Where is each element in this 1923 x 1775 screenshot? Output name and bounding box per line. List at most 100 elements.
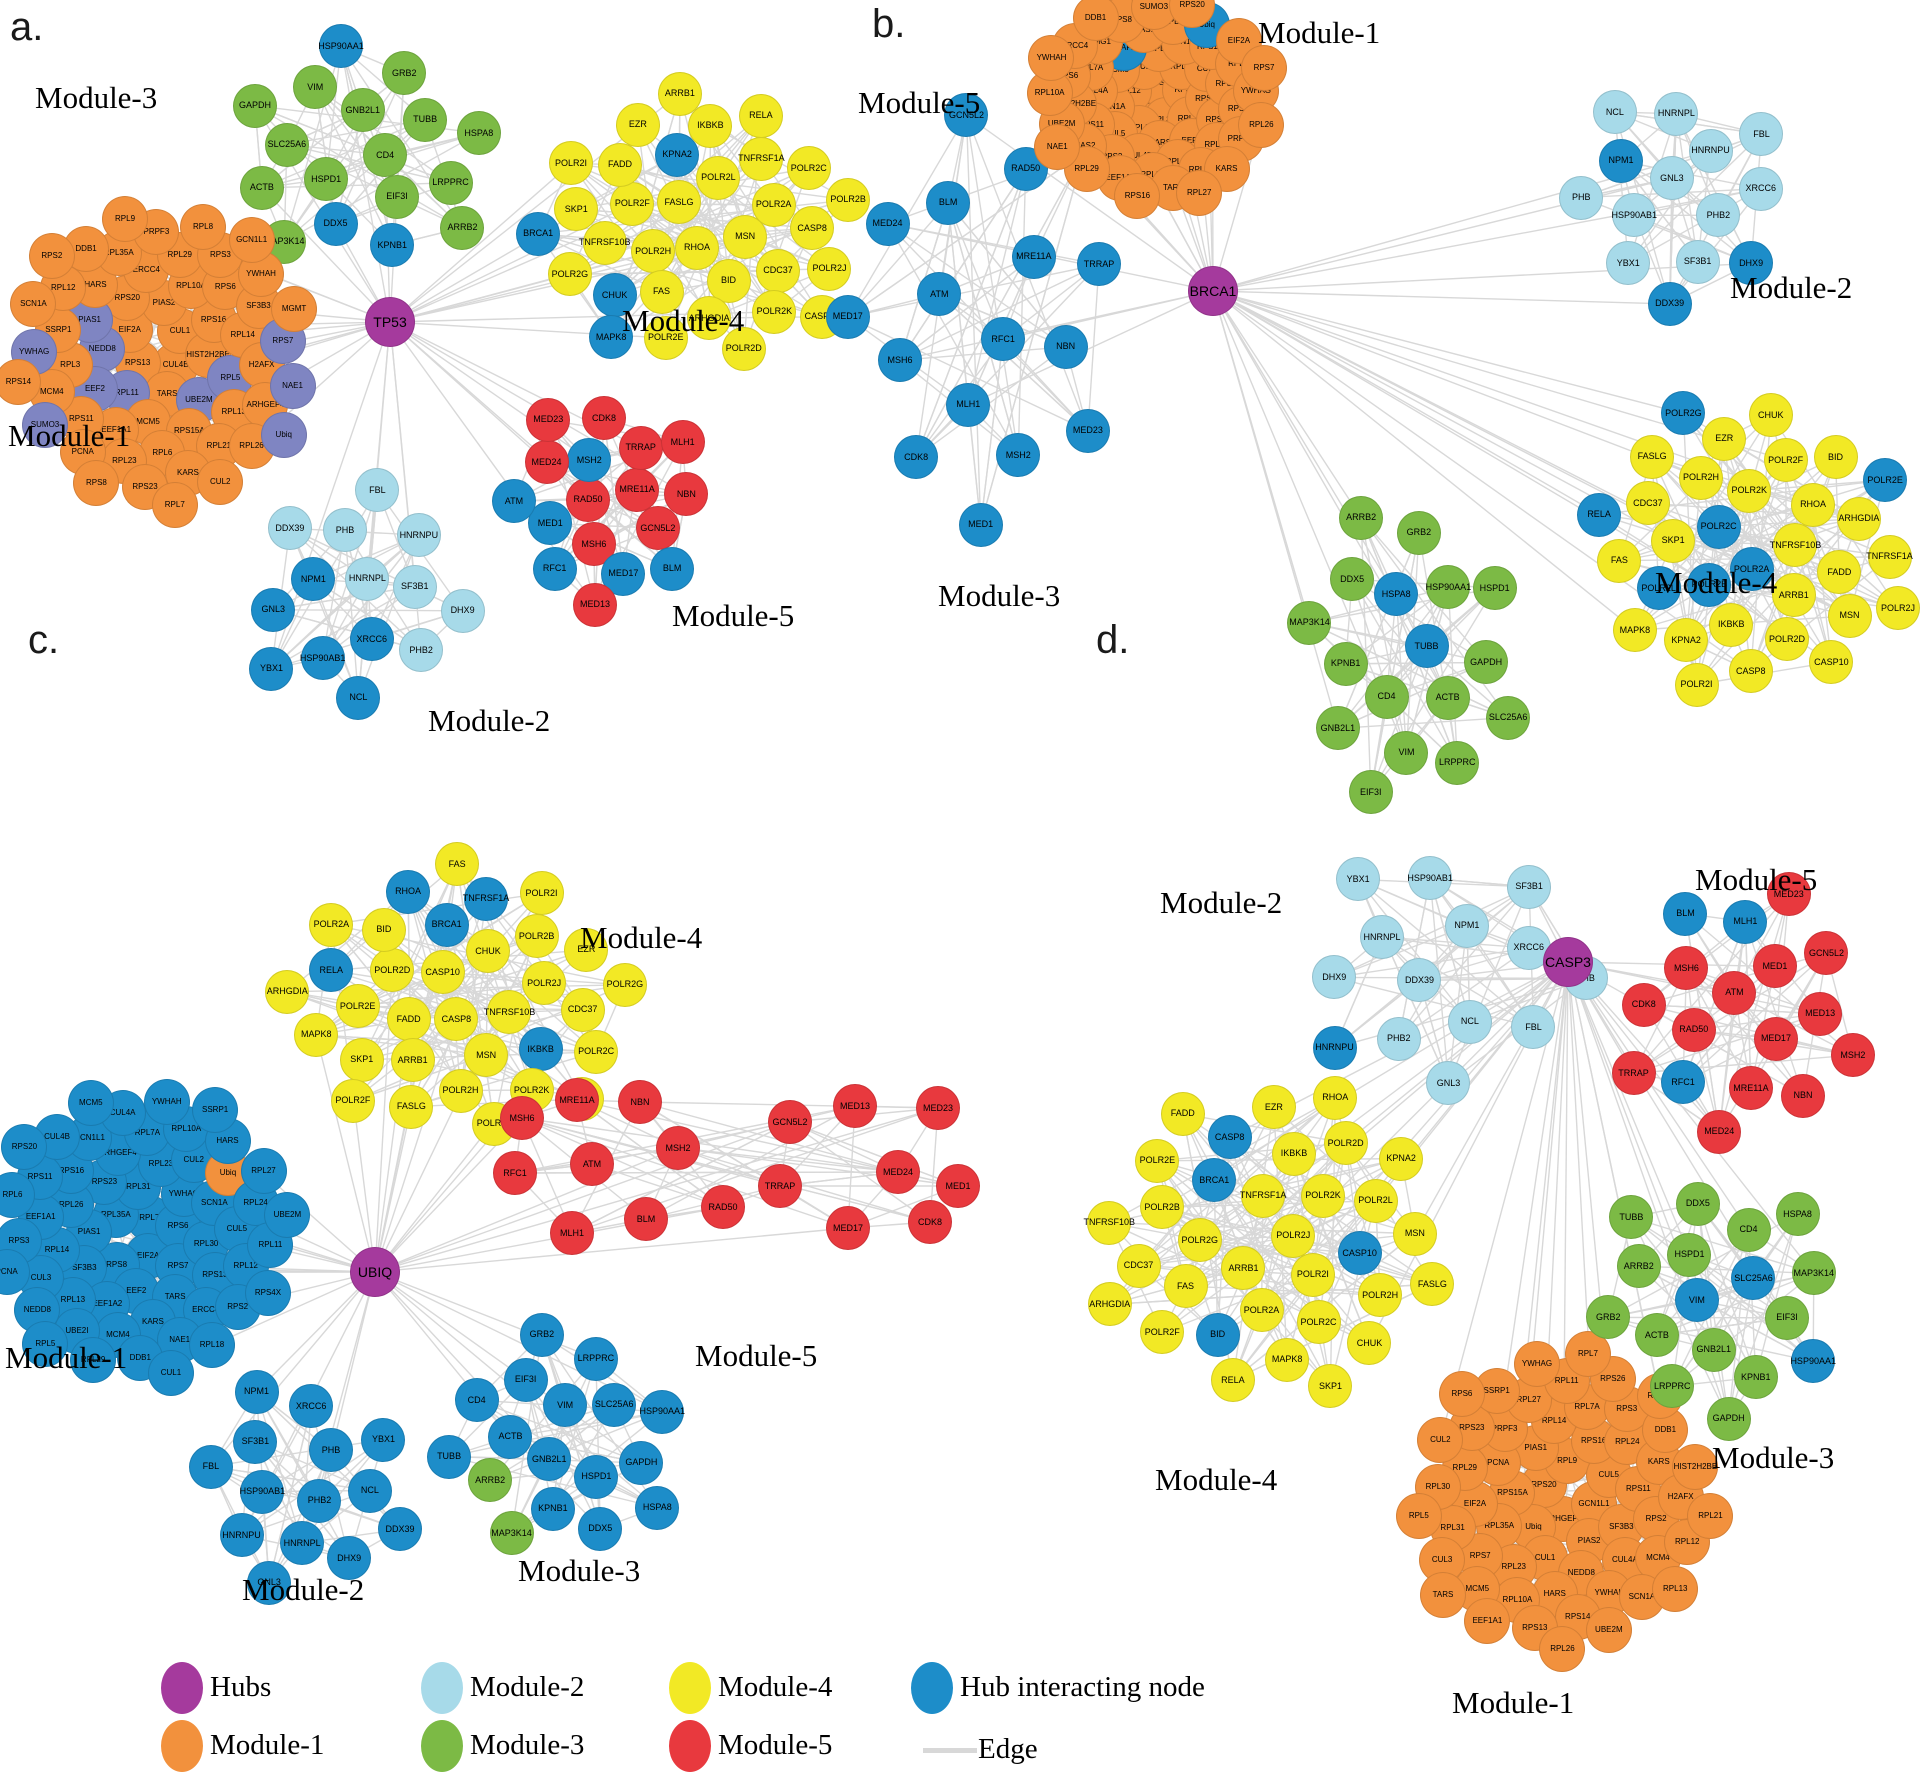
node-mapk8[interactable]: MAPK8 xyxy=(294,1012,339,1057)
node-atm[interactable]: ATM xyxy=(491,479,536,524)
node-hnrnpl[interactable]: HNRNPL xyxy=(1654,91,1699,136)
node-gapdh[interactable]: GAPDH xyxy=(232,83,277,128)
node-map3k14[interactable]: MAP3K14 xyxy=(489,1511,534,1556)
node-rpl5[interactable]: RPL5 xyxy=(22,1320,69,1367)
node-ubiq[interactable]: Ubiq xyxy=(260,411,307,458)
node-rpl5[interactable]: RPL5 xyxy=(1395,1492,1442,1539)
node-ezr[interactable]: EZR xyxy=(615,102,660,147)
node-hnrnpl[interactable]: HNRNPL xyxy=(1359,915,1404,960)
node-sf3b1[interactable]: SF3B1 xyxy=(1507,864,1552,909)
node-actb[interactable]: ACTB xyxy=(1634,1313,1679,1358)
node-lrpprc[interactable]: LRPPRC xyxy=(573,1336,618,1381)
node-arhgdia[interactable]: ARHGDIA xyxy=(1836,496,1881,541)
node-tubb[interactable]: TUBB xyxy=(1404,624,1449,669)
node-msh6[interactable]: MSH6 xyxy=(1664,946,1709,991)
node-cdk8[interactable]: CDK8 xyxy=(894,435,939,480)
node-vim[interactable]: VIM xyxy=(1384,730,1429,775)
hub-brca1[interactable]: BRCA1 xyxy=(1188,266,1238,316)
node-chuk[interactable]: CHUK xyxy=(466,929,511,974)
node-arrb2[interactable]: ARRB2 xyxy=(1339,495,1384,540)
node-mlh1[interactable]: MLH1 xyxy=(946,382,991,427)
node-rfc1[interactable]: RFC1 xyxy=(981,317,1026,362)
node-rad50[interactable]: RAD50 xyxy=(701,1185,745,1229)
node-lrpprc[interactable]: LRPPRC xyxy=(1435,740,1480,785)
node-dhx9[interactable]: DHX9 xyxy=(327,1536,372,1581)
node-polr2l[interactable]: POLR2L xyxy=(696,155,741,200)
node-cdk8[interactable]: CDK8 xyxy=(1621,982,1666,1027)
node-med24[interactable]: MED24 xyxy=(865,201,910,246)
node-xrcc6[interactable]: XRCC6 xyxy=(1738,166,1783,211)
node-polr2f[interactable]: POLR2F xyxy=(1140,1310,1185,1355)
node-brca1[interactable]: BRCA1 xyxy=(424,902,469,947)
node-kpnb1[interactable]: KPNB1 xyxy=(1733,1355,1778,1400)
node-polr2j[interactable]: POLR2J xyxy=(1876,586,1921,631)
node-ube2m[interactable]: UBE2M xyxy=(264,1192,311,1239)
node-tnfrsf1a[interactable]: TNFRSF1A xyxy=(1866,534,1913,579)
node-rpl9[interactable]: RPL9 xyxy=(102,195,149,242)
node-gcn1l1[interactable]: GCN1L1 xyxy=(228,217,275,264)
node-chuk[interactable]: CHUK xyxy=(592,273,637,318)
node-ybx1[interactable]: YBX1 xyxy=(249,646,294,691)
node-msn[interactable]: MSN xyxy=(1392,1211,1437,1256)
node-polr2e[interactable]: POLR2E xyxy=(643,315,688,360)
node-blm[interactable]: BLM xyxy=(650,546,695,591)
node-polr2a[interactable]: POLR2A xyxy=(1239,1288,1284,1333)
node-polr2a[interactable]: POLR2A xyxy=(1729,547,1774,592)
node-nbn[interactable]: NBN xyxy=(1043,324,1088,369)
node-rpl8[interactable]: RPL8 xyxy=(180,203,227,250)
node-ezr[interactable]: EZR xyxy=(564,927,609,972)
node-rps2[interactable]: RPS2 xyxy=(28,232,75,279)
node-nbn[interactable]: NBN xyxy=(1780,1073,1825,1118)
node-skp1[interactable]: SKP1 xyxy=(339,1037,384,1082)
node-polr2c[interactable]: POLR2C xyxy=(574,1029,619,1074)
node-xrcc6[interactable]: XRCC6 xyxy=(1506,925,1551,970)
node-brca1[interactable]: BRCA1 xyxy=(516,211,561,256)
node-fas[interactable]: FAS xyxy=(1597,538,1642,583)
node-rps6[interactable]: RPS6 xyxy=(1438,1371,1485,1418)
node-polr2h[interactable]: POLR2H xyxy=(1678,455,1723,500)
node-rpl13[interactable]: RPL13 xyxy=(1652,1566,1699,1613)
node-hsp90aa1[interactable]: HSP90AA1 xyxy=(1426,565,1471,610)
node-polr2a[interactable]: POLR2A xyxy=(309,902,354,947)
node-eif3i[interactable]: EIF3I xyxy=(1348,770,1393,815)
node-ybx1[interactable]: YBX1 xyxy=(361,1417,406,1462)
node-rpl7[interactable]: RPL7 xyxy=(151,481,198,528)
node-tnfrsf10b[interactable]: TNFRSF10B xyxy=(1083,1200,1135,1245)
node-polr2j[interactable]: POLR2J xyxy=(1271,1213,1316,1258)
node-casp8[interactable]: CASP8 xyxy=(1728,649,1773,694)
node-hspd1[interactable]: HSPD1 xyxy=(574,1454,619,1499)
node-med13[interactable]: MED13 xyxy=(833,1084,877,1128)
node-arrb2[interactable]: ARRB2 xyxy=(440,205,485,250)
node-ikbkb[interactable]: IKBKB xyxy=(518,1027,563,1072)
node-polr2b[interactable]: POLR2B xyxy=(1140,1185,1185,1230)
node-xrcc6[interactable]: XRCC6 xyxy=(289,1384,334,1429)
node-tubb[interactable]: TUBB xyxy=(427,1434,472,1479)
node-mlh1[interactable]: MLH1 xyxy=(660,420,705,465)
node-polr2i[interactable]: POLR2I xyxy=(519,871,564,916)
node-ddx5[interactable]: DDX5 xyxy=(1330,557,1375,602)
node-phb2[interactable]: PHB2 xyxy=(399,628,444,673)
node-phb2[interactable]: PHB2 xyxy=(297,1478,342,1523)
node-cd4[interactable]: CD4 xyxy=(1364,674,1409,719)
node-atm[interactable]: ATM xyxy=(1712,970,1757,1015)
node-polr2g[interactable]: POLR2G xyxy=(1177,1218,1222,1263)
node-hnrnpu[interactable]: HNRNPU xyxy=(396,513,441,558)
node-arrb1[interactable]: ARRB1 xyxy=(1221,1246,1266,1291)
node-gapdh[interactable]: GAPDH xyxy=(619,1440,664,1485)
node-gapdh[interactable]: GAPDH xyxy=(1706,1396,1751,1441)
node-hsp90aa1[interactable]: HSP90AA1 xyxy=(640,1389,685,1434)
node-sf3b1[interactable]: SF3B1 xyxy=(1675,239,1720,284)
node-polr2l[interactable]: POLR2L xyxy=(1353,1178,1398,1223)
node-ddx39[interactable]: DDX39 xyxy=(378,1507,423,1552)
node-dhx9[interactable]: DHX9 xyxy=(440,588,485,633)
node-msn[interactable]: MSN xyxy=(1827,593,1872,638)
node-ncl[interactable]: NCL xyxy=(336,675,381,720)
node-fadd[interactable]: FADD xyxy=(1817,550,1862,595)
node-med23[interactable]: MED23 xyxy=(1065,408,1110,453)
node-med1[interactable]: MED1 xyxy=(528,501,573,546)
node-polr2f[interactable]: POLR2F xyxy=(1763,438,1808,483)
node-rad50[interactable]: RAD50 xyxy=(1671,1007,1716,1052)
node-dhx9[interactable]: DHX9 xyxy=(1729,241,1774,286)
node-ddx5[interactable]: DDX5 xyxy=(1675,1181,1720,1226)
node-casp8[interactable]: CASP8 xyxy=(434,997,479,1042)
